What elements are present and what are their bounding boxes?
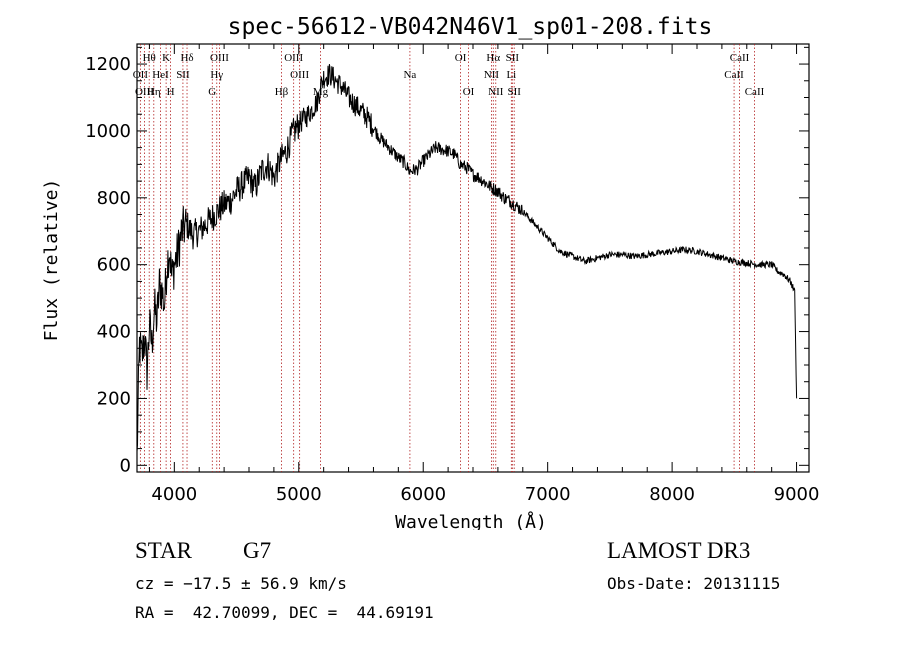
spectral-line-label: Hθ [143,52,156,64]
spectral-line-label: Hβ [275,86,289,98]
spectral-line-label: CaII [730,52,750,64]
spectral-line-label: H [167,86,175,98]
y-tick-label: 1200 [85,54,131,75]
y-tick-label: 0 [120,455,131,476]
y-tick-label: 800 [97,188,131,209]
spectral-line-label: OIII [210,52,229,64]
x-tick-label: 6000 [400,484,446,505]
spectral-line-label: OIII [290,69,309,81]
redshift-velocity: cz = −17.5 ± 56.9 km/s [135,574,347,593]
spectral-line-label: HeI [152,69,169,81]
spectral-line-label: NII [484,69,500,81]
spectral-line-label: Li [506,69,516,81]
coordinates: RA = 42.70099, DEC = 44.69191 [135,603,434,622]
spectral-line-label: OIII [284,52,303,64]
spectral-line-label: OII [133,69,149,81]
spectral-line-label: Na [403,69,416,81]
y-axis-label: Flux (relative) [41,179,62,342]
spectral-line-label: OI [455,52,467,64]
y-axis-ticks: 0 200 400 600 800 1000 1200 [85,46,809,476]
spectral-line-label: OIII [135,86,154,98]
spectral-line-label: SII [506,52,520,64]
spectral-line-label: SII [507,86,521,98]
spectral-line-label: K [162,52,170,64]
spectral-line-label: Hγ [210,69,223,81]
spectral-line-markers [139,44,755,472]
spectral-line-label: Hδ [180,52,193,64]
y-tick-label: 400 [97,322,131,343]
plot-frame [136,43,810,473]
spectral-line-label: OI [463,86,475,98]
x-tick-label: 7000 [525,484,571,505]
spectral-line-label: Hη [147,86,161,98]
spectral-line-label: NII [488,86,504,98]
spectral-line-label: CaII [724,69,744,81]
x-tick-label: 4000 [151,484,197,505]
x-tick-label: 5000 [276,484,322,505]
spectral-line-label: G [208,86,216,98]
object-subclass: G7 [243,538,272,563]
spectrum-series-line [136,64,798,452]
y-tick-label: 600 [97,255,131,276]
survey-name: LAMOST DR3 [607,538,751,563]
x-axis-label: Wavelength (Å) [395,511,547,530]
object-class: STAR [135,538,192,563]
x-axis-ticks: 4000 5000 6000 7000 8000 9000 [148,44,820,505]
chart-title: spec-56612-VB042N46V1_sp01-208.fits [228,14,713,40]
observation-date: Obs-Date: 20131115 [607,574,781,593]
spectral-line-label: SII [176,69,190,81]
spectral-line-label: CaII [745,86,765,98]
spectral-line-label: Hα [486,52,500,64]
x-tick-label: 8000 [649,484,695,505]
y-tick-label: 200 [97,388,131,409]
x-tick-label: 9000 [774,484,820,505]
y-tick-label: 1000 [85,121,131,142]
spectrum-chart: spec-56612-VB042N46V1_sp01-208.fits Hθ OI… [41,14,820,530]
